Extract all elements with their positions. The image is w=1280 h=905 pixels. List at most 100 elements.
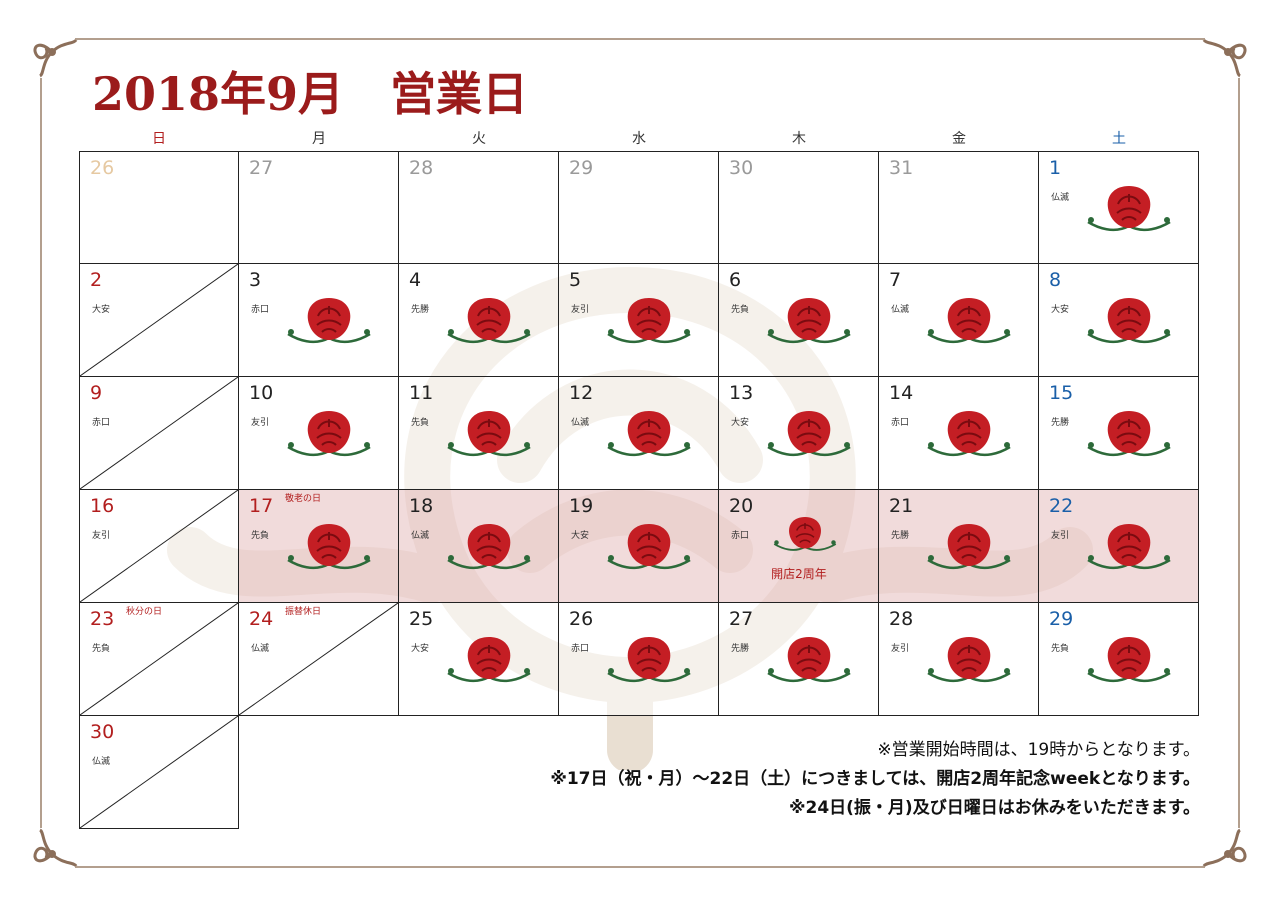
weekday-label: 土 [1112, 131, 1126, 147]
day-number: 28 [889, 608, 914, 630]
day-number: 18 [409, 495, 434, 517]
day-number: 2 [90, 269, 103, 291]
day-number: 26 [569, 608, 594, 630]
day-number: 29 [569, 157, 594, 179]
day-cell[interactable]: 10 友引 [239, 377, 399, 490]
day-cell[interactable]: 6 先負 [719, 264, 879, 377]
day-cell[interactable]: 13 大安 [719, 377, 879, 490]
day-cell[interactable]: 28 友引 [879, 603, 1039, 716]
day-number: 15 [1049, 382, 1074, 404]
day-number: 22 [1049, 495, 1074, 517]
event-label: 開店2周年 [771, 567, 827, 581]
rokuyo-label: 仏滅 [891, 305, 910, 315]
rokuyo-label: 仏滅 [1051, 193, 1070, 203]
day-cell[interactable]: 15 先勝 [1039, 377, 1199, 490]
closed-slash [239, 603, 398, 715]
closed-slash [80, 716, 238, 828]
rokuyo-label: 仏滅 [92, 757, 111, 767]
day-cell[interactable]: 19 大安 [559, 490, 719, 603]
rokuyo-label: 大安 [1051, 305, 1070, 315]
holiday-name: 秋分の日 [126, 607, 163, 617]
day-number: 1 [1049, 157, 1062, 179]
rokuyo-label: 仏滅 [571, 418, 590, 428]
day-cell[interactable]: 30 仏滅 [79, 716, 239, 829]
closed-slash [80, 377, 238, 489]
day-cell[interactable]: 21 先勝 [879, 490, 1039, 603]
weekday-label: 金 [952, 131, 966, 147]
day-cell[interactable]: 30 [719, 151, 879, 264]
day-number: 11 [409, 382, 434, 404]
day-cell[interactable]: 24 振替休日 仏滅 [239, 603, 399, 716]
day-number: 10 [249, 382, 274, 404]
day-cell[interactable]: 26 赤口 [559, 603, 719, 716]
rose-icon [287, 411, 371, 457]
rokuyo-label: 友引 [92, 531, 111, 541]
notes: ※営業開始時間は、19時からとなります。 ※17日（祝・月）～22日（土）につき… [550, 736, 1200, 823]
rose-icon [773, 517, 837, 551]
rose-icon [287, 298, 371, 344]
day-number: 3 [249, 269, 262, 291]
day-cell[interactable]: 25 大安 [399, 603, 559, 716]
day-cell[interactable]: 23 秋分の日 先負 [79, 603, 239, 716]
day-cell[interactable]: 29 先負 [1039, 603, 1199, 716]
day-cell[interactable]: 11 先負 [399, 377, 559, 490]
rose-icon [767, 411, 851, 457]
day-number: 20 [729, 495, 754, 517]
page-title: 2018年9月 営業日 [92, 67, 529, 121]
day-cell[interactable]: 26 [79, 151, 239, 264]
day-cell[interactable]: 1 仏滅 [1039, 151, 1199, 264]
day-cell[interactable]: 16 友引 [79, 490, 239, 603]
weekday-label: 月 [312, 131, 326, 147]
rose-icon [767, 298, 851, 344]
day-number: 24 [249, 608, 274, 630]
day-cell[interactable]: 4 先勝 [399, 264, 559, 377]
day-cell[interactable]: 22 友引 [1039, 490, 1199, 603]
day-cell[interactable]: 5 友引 [559, 264, 719, 377]
day-number: 31 [889, 157, 914, 179]
day-cell[interactable]: 27 [239, 151, 399, 264]
day-cell[interactable]: 27 先勝 [719, 603, 879, 716]
day-cell[interactable]: 3 赤口 [239, 264, 399, 377]
rokuyo-label: 赤口 [731, 531, 750, 541]
ornament-top-left [33, 38, 78, 78]
rose-icon [1087, 411, 1171, 457]
rose-icon [287, 524, 371, 570]
day-cell[interactable]: 14 赤口 [879, 377, 1039, 490]
rokuyo-label: 仏滅 [411, 531, 430, 541]
rokuyo-label: 仏滅 [251, 644, 270, 654]
weekday-label: 木 [792, 131, 806, 147]
day-cell[interactable]: 29 [559, 151, 719, 264]
rokuyo-label: 先負 [731, 305, 750, 315]
day-number: 12 [569, 382, 594, 404]
day-cell[interactable]: 18 仏滅 [399, 490, 559, 603]
day-cell[interactable]: 12 仏滅 [559, 377, 719, 490]
note-closed-days: ※24日(振・月)及び日曜日はお休みをいただきます。 [788, 798, 1200, 818]
day-cell[interactable]: 2 大安 [79, 264, 239, 377]
day-cell[interactable]: 31 [879, 151, 1039, 264]
day-cell[interactable]: 20 赤口開店2周年 [719, 490, 879, 603]
rose-icon [927, 524, 1011, 570]
day-cell[interactable]: 7 仏滅 [879, 264, 1039, 377]
rokuyo-label: 先勝 [1051, 418, 1070, 428]
rokuyo-label: 赤口 [891, 418, 910, 428]
day-number: 27 [249, 157, 274, 179]
rose-icon [1087, 524, 1171, 570]
closed-slash [80, 264, 238, 376]
day-number: 30 [90, 721, 115, 743]
day-number: 14 [889, 382, 914, 404]
ornament-top-right [1202, 38, 1247, 78]
day-number: 13 [729, 382, 754, 404]
rokuyo-label: 先負 [1051, 644, 1070, 654]
day-cell[interactable]: 17 敬老の日 先負 [239, 490, 399, 603]
rose-icon [927, 411, 1011, 457]
rokuyo-label: 大安 [731, 418, 750, 428]
note-anniversary-week: ※17日（祝・月）～22日（土）につきましては、開店2周年記念weekとなります… [550, 769, 1200, 789]
day-number: 8 [1049, 269, 1062, 291]
day-cell[interactable]: 9 赤口 [79, 377, 239, 490]
rokuyo-label: 友引 [571, 305, 590, 315]
day-number: 30 [729, 157, 754, 179]
rose-icon [927, 298, 1011, 344]
day-cell[interactable]: 8 大安 [1039, 264, 1199, 377]
day-number: 26 [90, 157, 115, 179]
day-cell[interactable]: 28 [399, 151, 559, 264]
